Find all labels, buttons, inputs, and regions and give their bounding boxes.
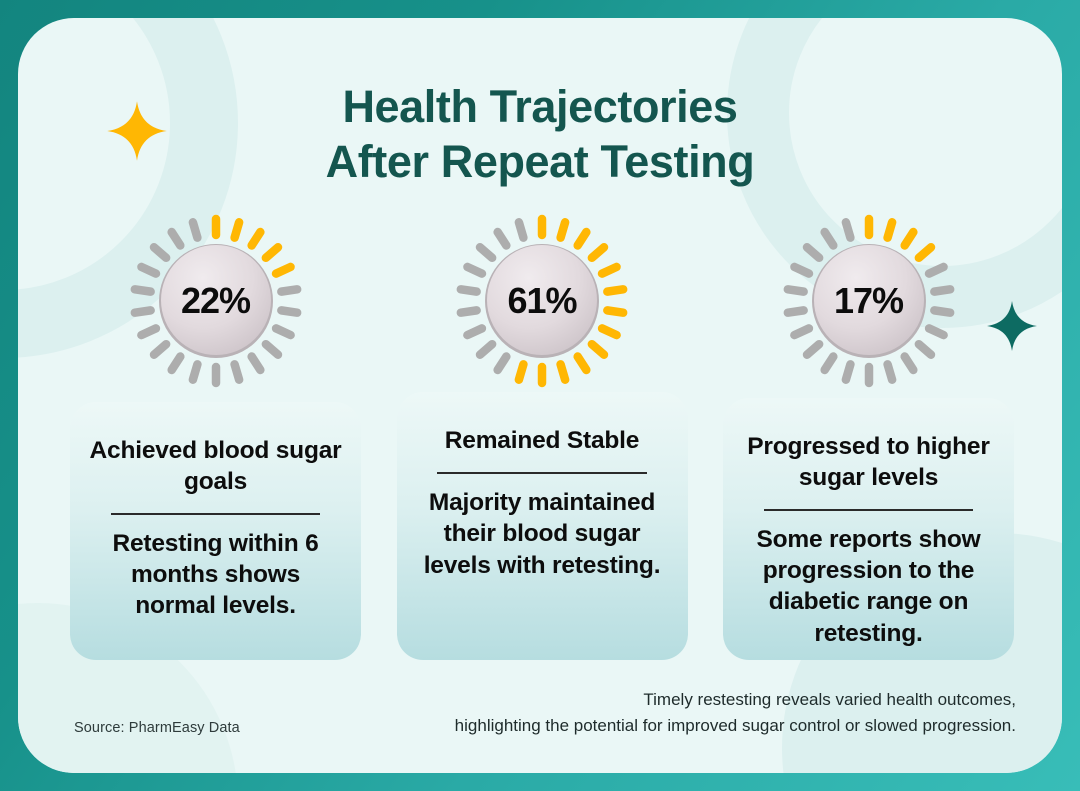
source-label: Source: PharmEasy Data <box>74 720 240 736</box>
footer-caption-line-2: highlighting the potential for improved … <box>454 716 1016 736</box>
title-line-1: Health Trajectories <box>342 81 738 132</box>
gauge-ticks-2 <box>456 214 628 388</box>
gauge-dial-3: 17% <box>776 208 962 394</box>
sparkle-icon <box>107 101 167 161</box>
stats-row: 22% Achieved blood sugar goals Retesting… <box>70 208 1014 660</box>
stat-card-2-heading: Remained Stable <box>444 427 640 454</box>
page-title: Health Trajectories After Repeat Testing <box>18 80 1062 190</box>
gauge-value-3: 17% <box>833 280 904 321</box>
gauge-value-1: 22% <box>180 280 251 321</box>
gauge-dial-1: 22% <box>123 208 309 394</box>
stat-column-3: 17% Progressed to higher sugar levels So… <box>723 208 1014 660</box>
stat-card-1-heading: Achieved blood sugar goals <box>89 437 342 495</box>
gauge-value-2: 61% <box>507 280 577 321</box>
stat-card-3-heading: Progressed to higher sugar levels <box>747 433 990 491</box>
infographic-panel: Health Trajectories After Repeat Testing <box>18 18 1062 773</box>
card-divider <box>437 471 647 474</box>
footer-caption-line-1: Timely restesting reveals varied health … <box>643 690 1016 710</box>
stat-card-2: Remained Stable Majority maintained thei… <box>396 392 688 660</box>
stat-card-3-body: Some reports show progression to the dia… <box>756 525 981 647</box>
title-line-2: After Repeat Testing <box>325 135 755 187</box>
footer-caption: Timely restesting reveals varied health … <box>336 687 1016 739</box>
stat-card-1-body: Retesting within 6 months shows normal l… <box>112 529 319 620</box>
card-divider <box>763 508 974 511</box>
card-divider <box>110 512 321 515</box>
sparkle-icon <box>987 301 1037 351</box>
gauge-dial-2: 61% <box>449 208 635 394</box>
stat-column-1: 22% Achieved blood sugar goals Retesting… <box>70 208 361 660</box>
stat-column-2: 61% Remained Stable Majority maintained … <box>396 208 688 660</box>
stat-card-2-body: Majority maintained their blood sugar le… <box>423 488 661 579</box>
stat-card-1: Achieved blood sugar goals Retesting wit… <box>70 402 361 660</box>
stat-card-3: Progressed to higher sugar levels Some r… <box>723 398 1014 660</box>
